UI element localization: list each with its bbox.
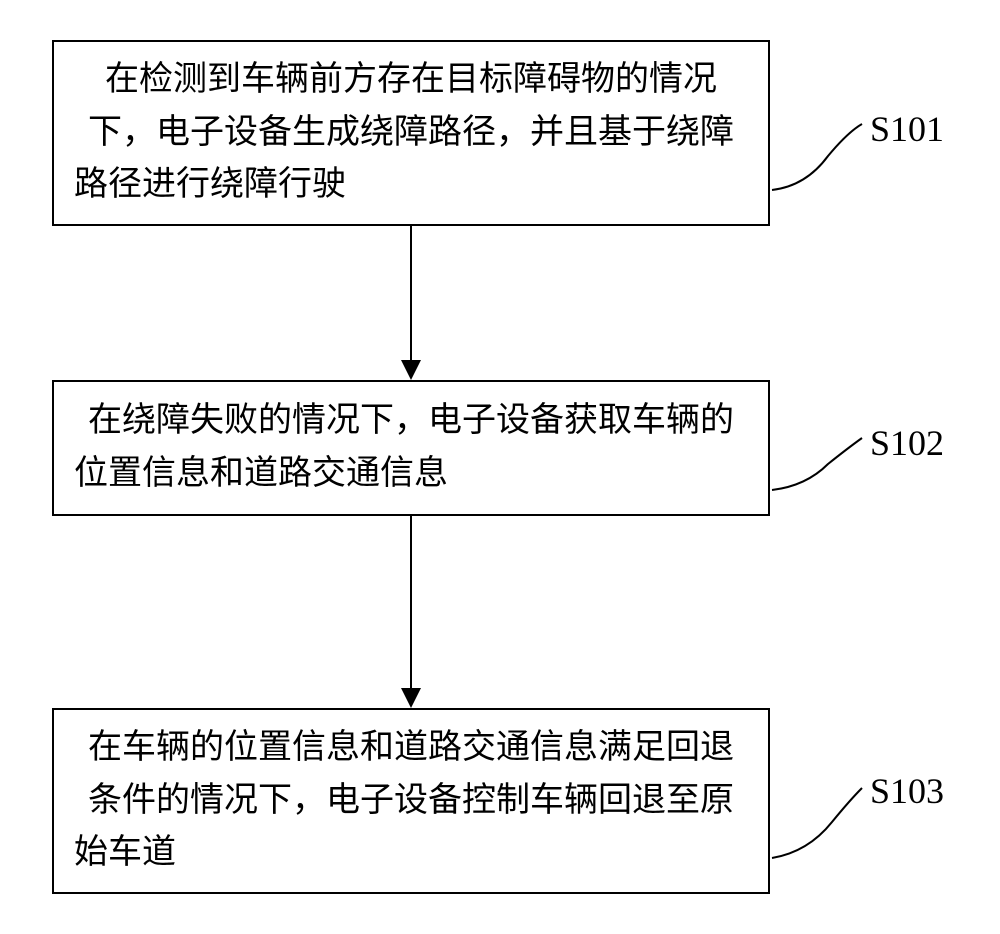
node-s103-text: 在车辆的位置信息和道路交通信息满足回退条件的情况下，电子设备控制车辆回退至原始车… (74, 722, 748, 880)
label-connector-s101 (772, 124, 862, 190)
node-s101-text: 在检测到车辆前方存在目标障碍物的情况下，电子设备生成绕障路径，并且基于绕障路径进… (74, 54, 748, 212)
node-s103-label: S103 (870, 770, 944, 812)
node-s102-label: S102 (870, 422, 944, 464)
flowchart-node-s102: 在绕障失败的情况下，电子设备获取车辆的位置信息和道路交通信息 (52, 380, 770, 516)
label-connector-s103 (772, 788, 862, 858)
node-s102-text: 在绕障失败的情况下，电子设备获取车辆的位置信息和道路交通信息 (74, 395, 748, 500)
node-s101-label: S101 (870, 108, 944, 150)
flowchart-node-s103: 在车辆的位置信息和道路交通信息满足回退条件的情况下，电子设备控制车辆回退至原始车… (52, 708, 770, 894)
flowchart-node-s101: 在检测到车辆前方存在目标障碍物的情况下，电子设备生成绕障路径，并且基于绕障路径进… (52, 40, 770, 226)
flowchart-canvas: 在检测到车辆前方存在目标障碍物的情况下，电子设备生成绕障路径，并且基于绕障路径进… (0, 0, 1000, 934)
label-connector-s102 (772, 438, 862, 490)
